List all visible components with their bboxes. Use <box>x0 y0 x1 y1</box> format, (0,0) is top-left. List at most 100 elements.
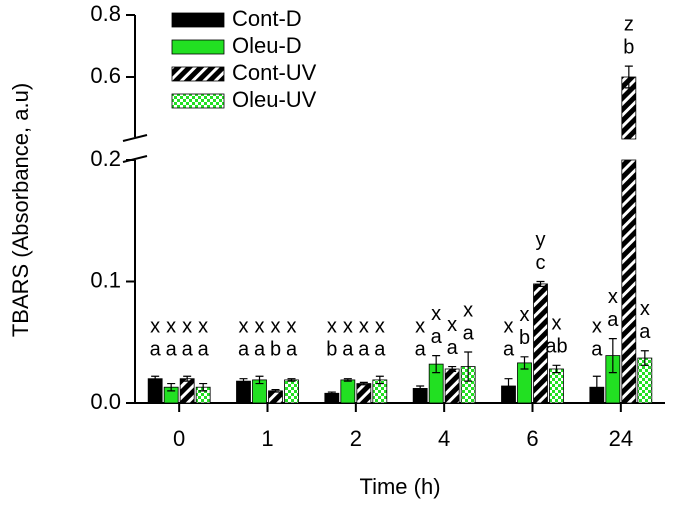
bar <box>268 390 283 404</box>
significance-letter: x <box>287 315 297 337</box>
error-bar <box>151 375 160 382</box>
significance-letter: a <box>238 338 250 360</box>
significance-letter: a <box>431 326 443 348</box>
error-bar <box>640 350 649 366</box>
x-tick-label: 1 <box>261 426 273 451</box>
error-bar <box>375 375 384 385</box>
bar <box>340 379 356 404</box>
error-bar <box>608 338 617 374</box>
significance-letter: a <box>342 338 354 360</box>
legend-swatch <box>171 39 225 55</box>
significance-letter: a <box>150 338 162 360</box>
axis-break <box>122 134 148 142</box>
y-tick-label: 0.2 <box>90 146 121 171</box>
x-axis-title: Time (h) <box>359 474 440 499</box>
error-bar <box>183 375 192 382</box>
bar <box>356 383 372 404</box>
significance-letter: x <box>447 314 457 336</box>
error-bar <box>416 385 425 392</box>
significance-letter: x <box>166 315 176 337</box>
significance-letter: a <box>607 309 619 331</box>
error-bar <box>552 364 561 374</box>
significance-letter: a <box>374 338 386 360</box>
legend-swatch <box>171 66 225 82</box>
y-axis-title: TBARS (Absorbance, a.u) <box>8 83 33 337</box>
significance-letter: x <box>415 315 425 337</box>
significance-letter: a <box>166 338 178 360</box>
error-bar <box>327 391 336 396</box>
legend-label: Cont-D <box>232 6 302 31</box>
bar <box>179 378 195 404</box>
bar <box>284 379 299 404</box>
significance-letter: a <box>639 321 651 343</box>
significance-letter: a <box>182 338 194 360</box>
significance-letter: b <box>519 327 530 349</box>
significance-letter: a <box>503 338 515 360</box>
significance-letter: x <box>375 315 385 337</box>
error-bar <box>255 375 264 385</box>
bar <box>444 368 460 404</box>
significance-letter: x <box>520 304 530 326</box>
significance-letter: a <box>286 338 298 360</box>
significance-letter: b <box>270 338 281 360</box>
error-bar <box>287 378 296 382</box>
error-bar <box>359 381 368 386</box>
significance-letter: x <box>592 315 602 337</box>
x-tick-label: 6 <box>526 426 538 451</box>
error-bar <box>199 382 208 392</box>
significance-letter: x <box>552 313 562 335</box>
error-bar <box>343 378 352 382</box>
significance-letter: a <box>198 338 210 360</box>
error-bar <box>592 375 601 399</box>
legend-label: Cont-UV <box>232 60 317 85</box>
significance-letter: a <box>415 338 427 360</box>
y-tick-label: 0.6 <box>90 63 121 88</box>
legend-swatch <box>171 93 225 109</box>
significance-letter: x <box>327 315 337 337</box>
significance-letter: z <box>624 13 634 35</box>
x-tick-label: 24 <box>609 426 633 451</box>
significance-letter: x <box>431 303 441 325</box>
significance-letter: c <box>536 252 546 274</box>
significance-letter: a <box>463 322 475 344</box>
significance-letter: x <box>343 315 353 337</box>
error-bar <box>167 382 176 392</box>
error-bar <box>624 65 633 89</box>
error-bar <box>464 351 473 382</box>
x-tick-label: 4 <box>438 426 450 451</box>
significance-letter: x <box>150 315 160 337</box>
significance-letter: x <box>608 286 618 308</box>
significance-letter: a <box>447 337 459 359</box>
significance-letter: x <box>255 315 265 337</box>
significance-letter: a <box>254 338 266 360</box>
error-bar <box>271 389 280 393</box>
significance-letter: x <box>463 299 473 321</box>
error-bar <box>536 280 545 287</box>
significance-letter: x <box>182 315 192 337</box>
y-tick-label: 0.1 <box>90 267 121 292</box>
bar <box>147 378 163 404</box>
error-bar <box>239 378 248 385</box>
bar <box>549 368 564 404</box>
significance-letter: x <box>359 315 369 337</box>
significance-letter: x <box>271 315 281 337</box>
error-bar <box>448 365 457 373</box>
error-bar <box>504 378 513 394</box>
x-tick-label: 0 <box>173 426 185 451</box>
legend-label: Oleu-D <box>232 33 302 58</box>
legend-label: Oleu-UV <box>232 87 317 112</box>
bar <box>621 159 637 404</box>
y-tick-label: 0.8 <box>90 1 121 26</box>
error-bar <box>432 355 441 374</box>
significance-letter: a <box>358 338 370 360</box>
significance-letter: x <box>640 298 650 320</box>
significance-letter: b <box>623 36 634 58</box>
significance-letter: x <box>198 315 208 337</box>
significance-letter: a <box>591 338 603 360</box>
significance-letter: x <box>239 315 249 337</box>
legend-swatch <box>171 12 225 28</box>
significance-letter: x <box>504 315 514 337</box>
significance-letter: ab <box>545 336 567 358</box>
x-tick-label: 2 <box>350 426 362 451</box>
